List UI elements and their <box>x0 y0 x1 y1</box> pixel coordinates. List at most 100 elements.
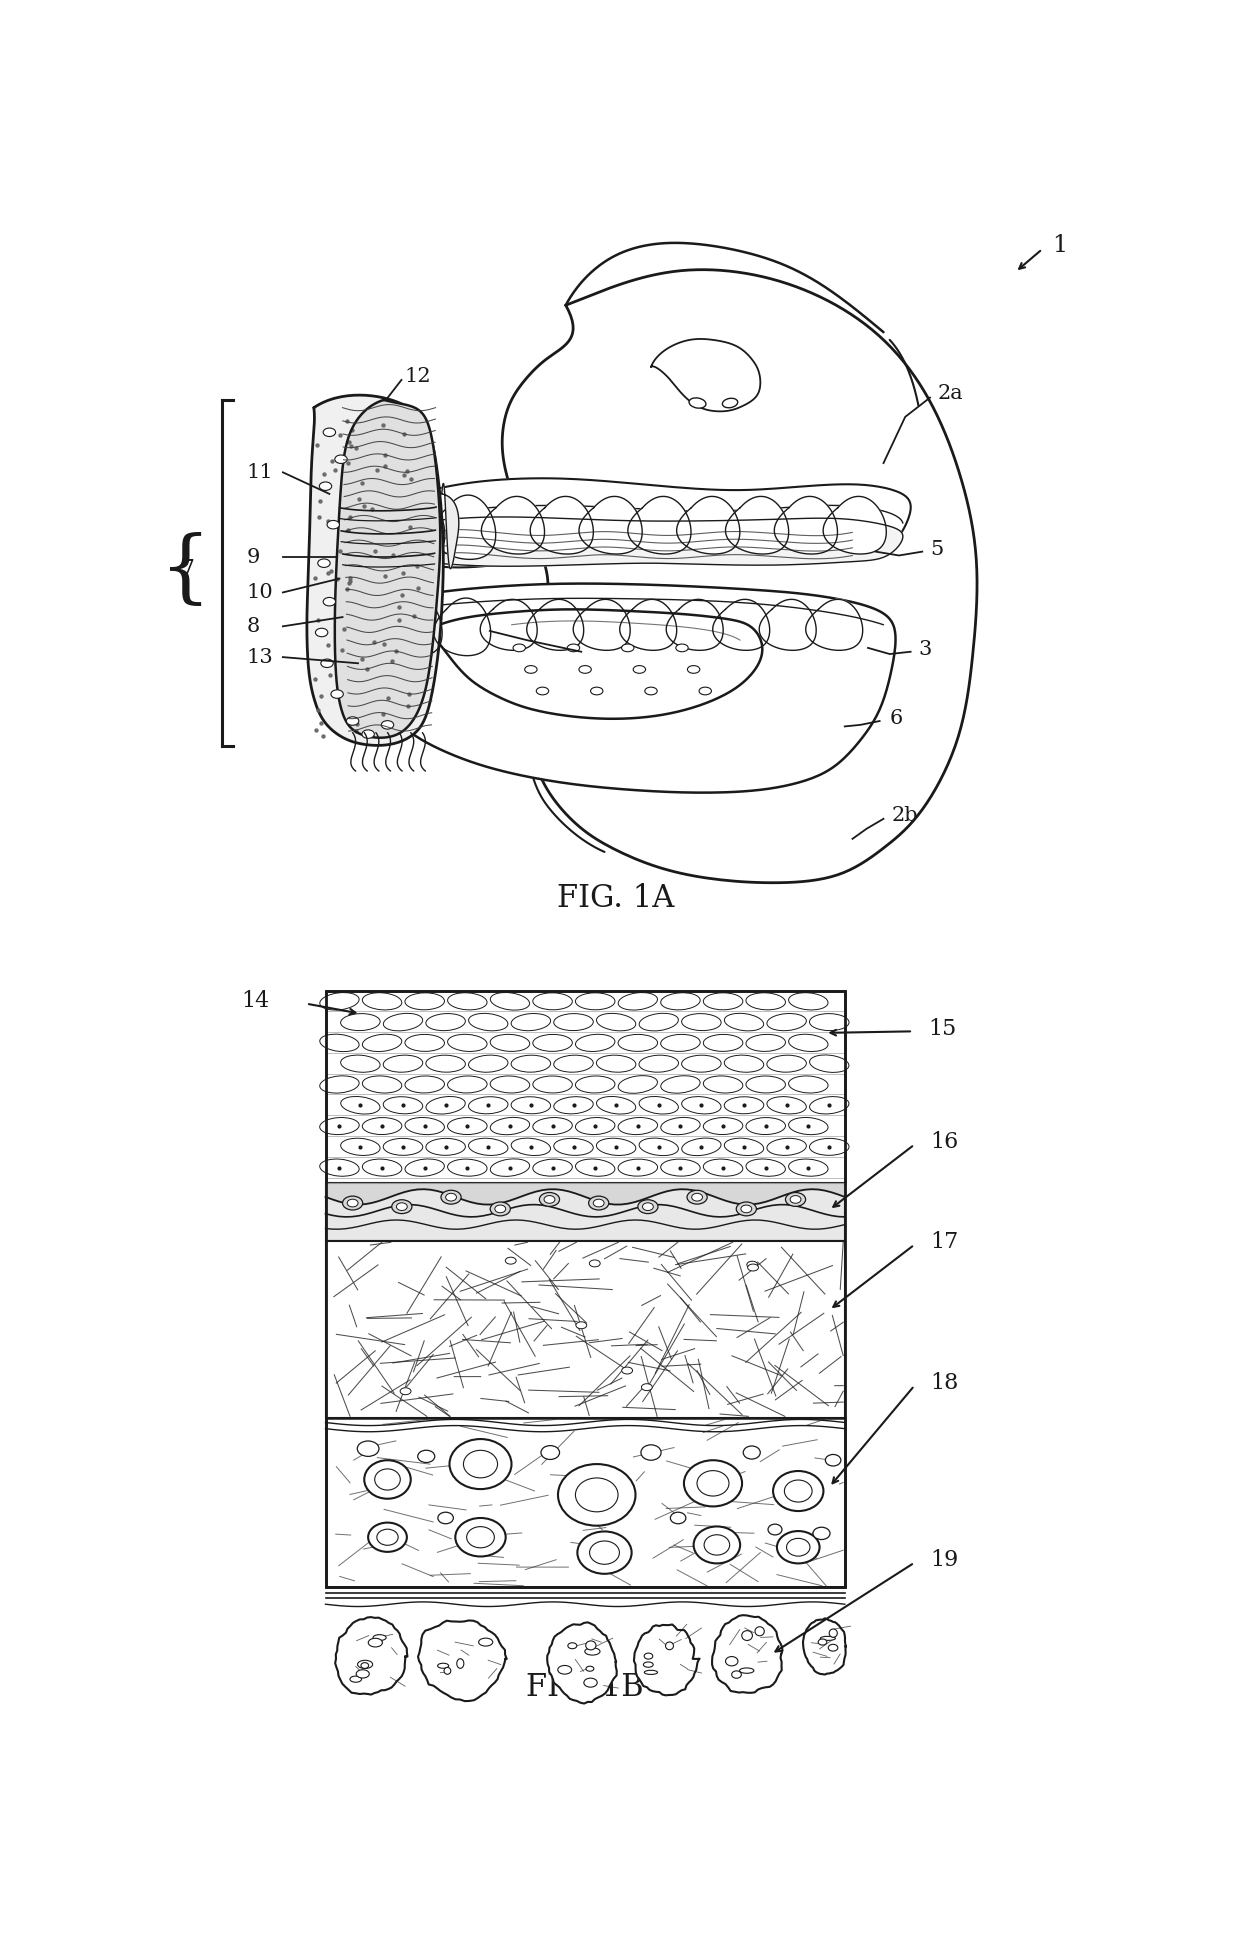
Text: 19: 19 <box>930 1549 959 1570</box>
Ellipse shape <box>618 1035 657 1052</box>
Ellipse shape <box>425 1056 465 1071</box>
Ellipse shape <box>786 1538 810 1557</box>
Ellipse shape <box>789 1158 828 1176</box>
Text: {: { <box>160 532 211 609</box>
Bar <box>325 1242 844 1418</box>
Ellipse shape <box>335 454 347 464</box>
Ellipse shape <box>362 1118 402 1135</box>
Ellipse shape <box>766 1013 806 1031</box>
Ellipse shape <box>682 1013 722 1031</box>
Polygon shape <box>335 1617 408 1694</box>
Ellipse shape <box>596 1056 636 1071</box>
Ellipse shape <box>575 1158 615 1176</box>
Ellipse shape <box>525 665 537 673</box>
Text: 14: 14 <box>242 990 270 1011</box>
Polygon shape <box>759 600 816 650</box>
Ellipse shape <box>661 1158 701 1176</box>
Ellipse shape <box>634 665 646 673</box>
Ellipse shape <box>621 1367 632 1373</box>
Ellipse shape <box>593 1199 604 1207</box>
Text: 2b: 2b <box>892 806 918 826</box>
Ellipse shape <box>347 1199 358 1207</box>
Ellipse shape <box>789 1118 828 1135</box>
Ellipse shape <box>699 687 712 694</box>
Ellipse shape <box>441 1189 461 1205</box>
Polygon shape <box>374 584 895 793</box>
Ellipse shape <box>373 1634 386 1640</box>
Bar <box>325 990 844 1588</box>
Ellipse shape <box>365 1460 410 1499</box>
Ellipse shape <box>575 1478 618 1512</box>
Ellipse shape <box>682 1097 722 1114</box>
Polygon shape <box>627 497 691 553</box>
Ellipse shape <box>810 1054 849 1071</box>
Ellipse shape <box>746 1075 785 1093</box>
Ellipse shape <box>637 1199 658 1215</box>
Ellipse shape <box>356 1669 370 1679</box>
Ellipse shape <box>341 1139 381 1155</box>
Ellipse shape <box>724 1097 764 1114</box>
Ellipse shape <box>703 1075 743 1093</box>
Ellipse shape <box>405 1158 444 1176</box>
Text: 5: 5 <box>930 540 944 559</box>
Ellipse shape <box>513 644 526 652</box>
Ellipse shape <box>466 1526 495 1547</box>
Ellipse shape <box>589 1259 600 1267</box>
Ellipse shape <box>724 1013 764 1031</box>
Text: 15: 15 <box>929 1017 957 1040</box>
Ellipse shape <box>641 1445 661 1460</box>
Ellipse shape <box>495 1205 506 1213</box>
Ellipse shape <box>746 992 785 1010</box>
Ellipse shape <box>746 1035 785 1052</box>
Ellipse shape <box>464 1450 497 1478</box>
Ellipse shape <box>324 427 336 437</box>
Polygon shape <box>434 598 491 656</box>
Ellipse shape <box>401 1389 410 1394</box>
Ellipse shape <box>469 1139 508 1155</box>
Ellipse shape <box>350 1677 362 1683</box>
Ellipse shape <box>578 1532 631 1574</box>
Ellipse shape <box>418 1450 435 1462</box>
Bar <box>325 1184 844 1242</box>
Ellipse shape <box>697 1470 729 1497</box>
Ellipse shape <box>448 1158 487 1176</box>
Ellipse shape <box>661 1118 701 1135</box>
Ellipse shape <box>317 559 330 567</box>
Polygon shape <box>393 516 903 567</box>
Ellipse shape <box>742 1630 753 1640</box>
Ellipse shape <box>703 1158 743 1176</box>
Ellipse shape <box>341 1013 381 1031</box>
Ellipse shape <box>368 1638 382 1648</box>
Ellipse shape <box>810 1139 849 1155</box>
Ellipse shape <box>448 1075 487 1093</box>
Ellipse shape <box>558 1665 572 1675</box>
Ellipse shape <box>732 1671 742 1679</box>
Ellipse shape <box>374 1470 401 1489</box>
Ellipse shape <box>618 1158 657 1176</box>
Ellipse shape <box>725 1657 738 1665</box>
Ellipse shape <box>746 1158 785 1176</box>
Ellipse shape <box>554 1139 593 1155</box>
Ellipse shape <box>397 1203 407 1211</box>
Ellipse shape <box>320 1075 360 1093</box>
Ellipse shape <box>320 1035 360 1052</box>
Polygon shape <box>481 497 544 553</box>
Ellipse shape <box>777 1532 820 1563</box>
Polygon shape <box>712 1615 782 1692</box>
Ellipse shape <box>490 1075 529 1093</box>
Ellipse shape <box>341 1097 379 1114</box>
Text: 3: 3 <box>919 640 931 659</box>
Ellipse shape <box>554 1056 593 1071</box>
Ellipse shape <box>490 1118 529 1135</box>
Ellipse shape <box>377 1530 398 1545</box>
Text: FIG. 1A: FIG. 1A <box>558 882 675 913</box>
Ellipse shape <box>362 729 374 739</box>
Polygon shape <box>547 1623 616 1704</box>
Ellipse shape <box>357 1441 379 1456</box>
Text: 11: 11 <box>247 462 273 482</box>
Ellipse shape <box>790 1195 801 1203</box>
Ellipse shape <box>619 1075 657 1093</box>
Ellipse shape <box>693 1526 740 1563</box>
Ellipse shape <box>575 992 615 1010</box>
Ellipse shape <box>641 1383 652 1391</box>
